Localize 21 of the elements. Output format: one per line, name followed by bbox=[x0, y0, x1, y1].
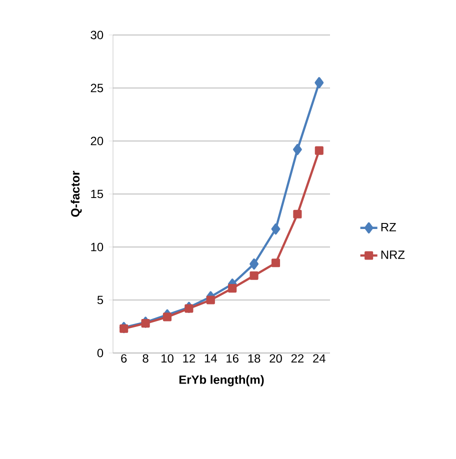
x-tick-label: 10 bbox=[162, 354, 174, 363]
legend-label: NRZ bbox=[381, 250, 405, 259]
y-tick-label: 10 bbox=[91, 242, 104, 252]
y-tick-label: 20 bbox=[90, 136, 104, 146]
x-tick-label: 20 bbox=[270, 354, 282, 363]
x-tick-label: 12 bbox=[183, 354, 195, 363]
y-tick-label: 30 bbox=[90, 30, 104, 40]
y-tick-label: 25 bbox=[90, 84, 104, 92]
x-tick-label: 6 bbox=[121, 354, 127, 363]
x-tick-label: 16 bbox=[226, 354, 238, 363]
x-tick-label: 24 bbox=[313, 354, 326, 363]
y-tick-label: 15 bbox=[91, 190, 104, 198]
y-tick-label: 0 bbox=[97, 348, 104, 358]
x-axis-title: ErYb length(m) bbox=[179, 375, 264, 386]
legend-label: RZ bbox=[381, 223, 396, 232]
x-tick-label: 18 bbox=[248, 354, 260, 363]
y-tick-label: 5 bbox=[97, 296, 104, 304]
x-tick-label: 14 bbox=[204, 354, 217, 362]
y-axis-title: Q-factor bbox=[70, 170, 82, 217]
x-tick-label: 8 bbox=[142, 354, 148, 363]
x-tick-label: 22 bbox=[291, 354, 304, 363]
